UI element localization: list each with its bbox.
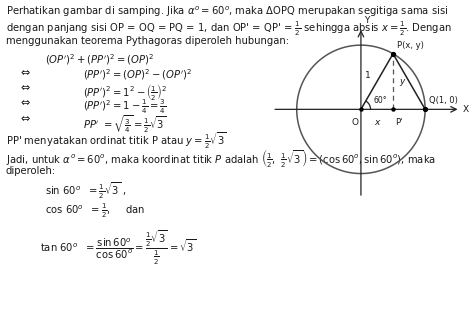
Text: P(x, y): P(x, y) (397, 41, 424, 50)
Text: x: x (374, 118, 380, 127)
Text: $(PP')^2 = 1^2 - \left(\frac{1}{2}\right)^2$: $(PP')^2 = 1^2 - \left(\frac{1}{2}\right… (83, 82, 167, 102)
Text: X: X (463, 105, 468, 114)
Text: $PP' \ = \sqrt{\frac{3}{4}} = \frac{1}{2}\sqrt{3}$: $PP' \ = \sqrt{\frac{3}{4}} = \frac{1}{2… (83, 113, 166, 135)
Text: P': P' (395, 118, 402, 127)
Text: $\Leftrightarrow$: $\Leftrightarrow$ (18, 113, 31, 123)
Text: $(PP')^2 = 1 - \frac{1}{4} = \frac{3}{4}$: $(PP')^2 = 1 - \frac{1}{4} = \frac{3}{4}… (83, 97, 166, 116)
Text: Jadi, untuk $\alpha^o = 60^o$, maka koordinat titik $P$ adalah $\left(\frac{1}{2: Jadi, untuk $\alpha^o = 60^o$, maka koor… (6, 147, 436, 169)
Text: menggunakan teorema Pythagoras diperoleh hubungan:: menggunakan teorema Pythagoras diperoleh… (6, 36, 289, 46)
Text: $\Leftrightarrow$: $\Leftrightarrow$ (18, 97, 31, 108)
Text: PP' menyatakan ordinat titik P atau $y = \frac{1}{2}\sqrt{3}$: PP' menyatakan ordinat titik P atau $y =… (6, 130, 227, 151)
Text: Perhatikan gambar di samping. Jika $\alpha^o = 60^o$, maka $\Delta$OPQ merupakan: Perhatikan gambar di samping. Jika $\alp… (6, 5, 448, 19)
Text: $(PP')^2 = (OP)^2 - (OP')^2$: $(PP')^2 = (OP)^2 - (OP')^2$ (83, 67, 192, 82)
Text: $\sin\,60^o\ \ = \frac{1}{2}\sqrt{3}\ ,$: $\sin\,60^o\ \ = \frac{1}{2}\sqrt{3}\ ,$ (45, 181, 127, 201)
Text: Y: Y (364, 16, 370, 25)
Text: $\tan\,60^o\ \ = \dfrac{\sin 60^o}{\cos 60^o} = \dfrac{\frac{1}{2}\sqrt{3}}{\fra: $\tan\,60^o\ \ = \dfrac{\sin 60^o}{\cos … (40, 228, 197, 266)
Text: dengan panjang sisi OP = OQ = PQ = 1, dan OP' = QP' = $\frac{1}{2}$ sehingga abs: dengan panjang sisi OP = OQ = PQ = 1, da… (6, 20, 451, 39)
Text: $\cos\,60^o\ \ = \frac{1}{2},\quad$ dan: $\cos\,60^o\ \ = \frac{1}{2},\quad$ dan (45, 202, 145, 220)
Text: 60°: 60° (373, 96, 387, 105)
Text: y: y (400, 77, 405, 86)
Text: $(OP')^2 + (PP')^2 = (OP)^2$: $(OP')^2 + (PP')^2 = (OP)^2$ (45, 52, 155, 67)
Text: $\Leftrightarrow$: $\Leftrightarrow$ (18, 67, 31, 77)
Text: $\Leftrightarrow$: $\Leftrightarrow$ (18, 82, 31, 92)
Text: Q(1, 0): Q(1, 0) (429, 96, 458, 105)
Text: O: O (351, 118, 358, 127)
Text: 1: 1 (365, 72, 371, 80)
Text: diperoleh:: diperoleh: (6, 166, 56, 176)
